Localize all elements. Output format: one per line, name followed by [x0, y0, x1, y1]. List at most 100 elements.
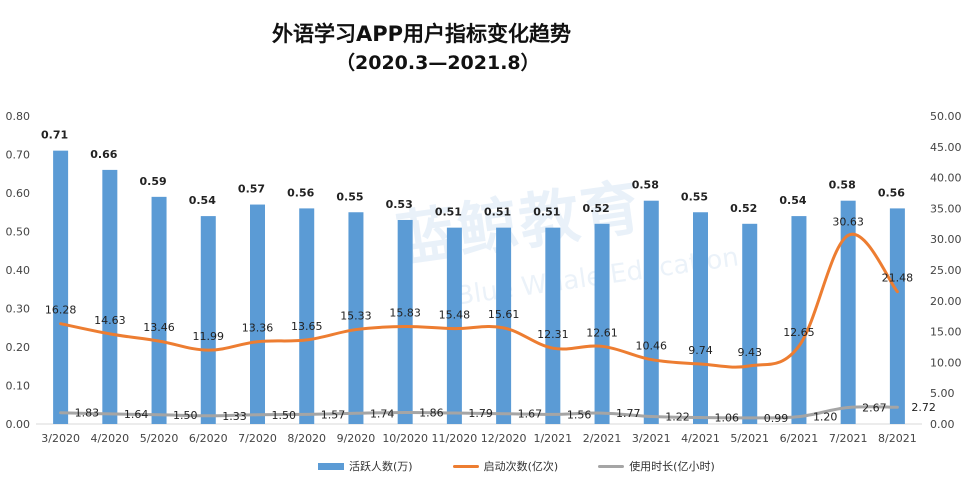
x-axis-tick-label: 6/2021: [780, 432, 819, 445]
bar-data-label: 0.56: [287, 186, 314, 199]
x-axis-tick-label: 5/2021: [730, 432, 769, 445]
line-data-label: 16.28: [45, 304, 77, 317]
line-data-label: 1.20: [813, 411, 838, 424]
x-axis-tick-label: 11/2020: [432, 432, 478, 445]
left-axis-tick-label: 0.30: [6, 303, 31, 316]
line-data-label: 13.46: [143, 321, 175, 334]
line-data-label: 15.61: [488, 308, 520, 321]
bar-data-label: 0.56: [878, 186, 905, 199]
chart-title: 外语学习APP用户指标变化趋势: [272, 22, 572, 46]
bar: [594, 223, 610, 424]
bar: [496, 227, 512, 424]
bar-data-label: 0.51: [484, 206, 511, 219]
line-data-label: 13.65: [291, 320, 323, 333]
legend-label: 使用时长(亿小时): [629, 460, 715, 473]
x-axis-tick-label: 4/2020: [90, 432, 129, 445]
x-axis-tick-label: 6/2020: [189, 432, 228, 445]
left-axis-tick-label: 0.70: [6, 149, 31, 162]
legend-label: 启动次数(亿次): [483, 460, 559, 473]
x-axis-tick-label: 8/2020: [287, 432, 326, 445]
bar-data-label: 0.57: [238, 183, 265, 196]
legend-item-launches: 启动次数(亿次): [452, 458, 559, 474]
bar: [742, 223, 758, 424]
x-axis-tick-label: 9/2020: [337, 432, 376, 445]
line-data-label: 1.57: [321, 408, 346, 421]
bar-data-label: 0.66: [90, 148, 117, 161]
right-axis-tick-label: 10.00: [930, 356, 962, 369]
line-data-label: 15.48: [439, 309, 471, 322]
x-axis-tick-label: 8/2021: [878, 432, 917, 445]
bar: [840, 200, 856, 424]
bar: [250, 204, 265, 424]
legend: 活跃人数(万) 启动次数(亿次) 使用时长(亿小时): [318, 458, 715, 474]
x-axis-tick-label: 4/2021: [681, 432, 720, 445]
line-data-label: 1.50: [173, 409, 198, 422]
line-data-label: 2.67: [862, 402, 887, 415]
left-axis-tick-label: 0.20: [6, 341, 31, 354]
legend-label: 活跃人数(万): [349, 460, 413, 473]
line-data-label: 1.77: [616, 407, 641, 420]
line-data-label: 1.64: [124, 408, 149, 421]
line-data-label: 9.74: [688, 344, 713, 357]
bar: [643, 200, 659, 424]
left-axis-tick-label: 0.00: [6, 418, 31, 431]
line-data-label: 1.50: [272, 409, 297, 422]
x-axis-tick-label: 12/2020: [481, 432, 527, 445]
left-axis-tick-label: 0.60: [6, 187, 31, 200]
line-data-label: 1.56: [567, 408, 592, 421]
launches-line: [59, 232, 899, 369]
chart-subtitle: （2020.3—2021.8）: [336, 52, 540, 74]
line-data-label: 1.22: [665, 410, 690, 423]
line-data-label: 11.99: [193, 330, 225, 343]
right-axis-tick-label: 35.00: [930, 202, 962, 215]
line-data-label: 2.72: [911, 401, 936, 414]
line-data-label: 1.74: [370, 407, 395, 420]
bar: [693, 212, 708, 424]
legend-swatch-bar: [318, 462, 344, 470]
bar-data-label: 0.51: [533, 206, 560, 219]
line-data-label: 1.86: [419, 407, 444, 420]
right-axis-tick-label: 5.00: [930, 387, 955, 400]
line-data-label: 30.63: [832, 215, 864, 228]
x-axis-tick-label: 10/2020: [382, 432, 428, 445]
line-data-label: 1.06: [715, 411, 740, 424]
right-axis-tick-label: 45.00: [930, 141, 962, 154]
x-axis-tick-label: 7/2021: [829, 432, 868, 445]
bar-data-label: 0.53: [386, 198, 413, 211]
right-axis-tick-label: 20.00: [930, 295, 962, 308]
bar-data-label: 0.58: [829, 179, 856, 192]
bar-data-label: 0.54: [189, 194, 216, 207]
right-axis-tick-label: 30.00: [930, 233, 962, 246]
bar: [200, 216, 216, 424]
left-axis-tick-label: 0.50: [6, 226, 31, 239]
line-data-label: 9.43: [737, 346, 762, 359]
right-axis-tick-label: 40.00: [930, 172, 962, 185]
left-axis-tick-label: 0.40: [6, 264, 31, 277]
line-data-label: 14.63: [94, 314, 126, 327]
left-axis-tick-label: 0.80: [6, 110, 31, 123]
usage-time-line: [59, 405, 899, 420]
line-data-label: 15.33: [340, 310, 372, 323]
bar: [53, 150, 69, 424]
bar-data-label: 0.55: [336, 190, 363, 203]
bar: [299, 208, 315, 424]
bar: [446, 227, 462, 424]
x-axis-tick-label: 1/2021: [533, 432, 572, 445]
legend-swatch-line: [598, 464, 625, 468]
bar: [889, 208, 905, 424]
line-data-label: 12.65: [783, 326, 815, 339]
bar: [791, 216, 807, 424]
line-data-label: 12.31: [537, 328, 569, 341]
line-data-label: 0.99: [764, 412, 789, 425]
x-axis-tick-label: 7/2020: [238, 432, 277, 445]
line-data-label: 12.61: [586, 326, 618, 339]
x-axis-tick-label: 2/2021: [583, 432, 622, 445]
right-axis-tick-label: 50.00: [930, 110, 962, 123]
bar: [397, 219, 413, 424]
bar-data-label: 0.58: [632, 179, 659, 192]
line-data-label: 21.48: [882, 272, 914, 285]
line-data-label: 10.46: [636, 340, 668, 353]
legend-swatch-line: [452, 464, 479, 468]
